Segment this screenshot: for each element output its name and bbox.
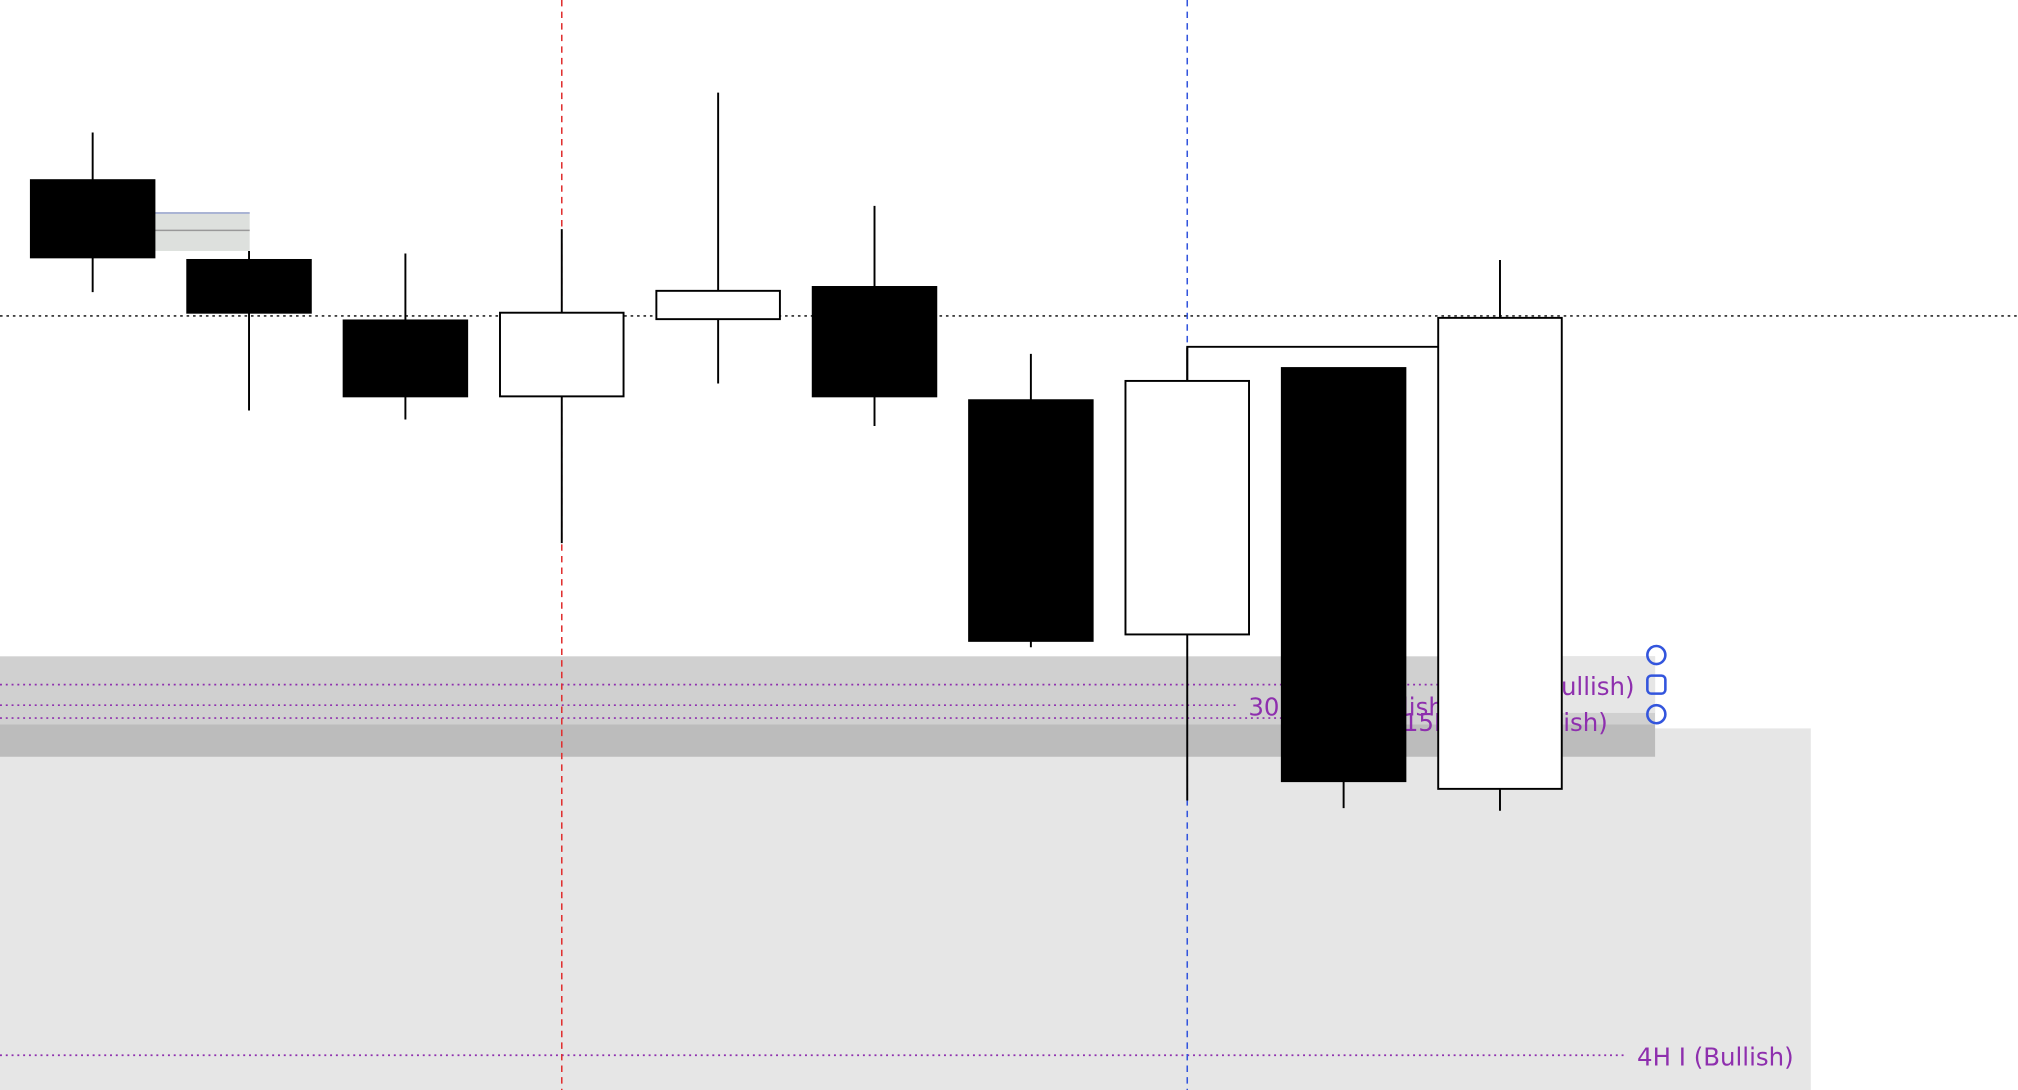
candle-body xyxy=(186,258,312,314)
candle-body xyxy=(499,311,625,398)
handle-circle-icon[interactable] xyxy=(1646,644,1667,666)
candle-2[interactable] xyxy=(186,250,312,411)
candle-body xyxy=(1280,367,1407,783)
candle-5[interactable] xyxy=(655,92,781,384)
candle-body xyxy=(811,286,938,398)
small-zone xyxy=(154,212,250,251)
candle-6[interactable] xyxy=(811,205,938,426)
drawing-handles[interactable] xyxy=(1646,644,1667,725)
handle-circle-icon[interactable] xyxy=(1646,703,1667,725)
candle-3[interactable] xyxy=(342,253,469,420)
candle-body xyxy=(1124,379,1250,636)
level-label: 4H I (Bullish) xyxy=(1637,1043,1794,1072)
candle-4[interactable] xyxy=(499,229,625,544)
candle-7[interactable] xyxy=(968,353,1094,648)
candle-body xyxy=(29,179,156,259)
candle-body xyxy=(655,289,781,321)
candle-9[interactable] xyxy=(1280,367,1407,809)
candle-10[interactable] xyxy=(1437,259,1563,811)
candle-body xyxy=(1437,316,1563,790)
candle-1[interactable] xyxy=(29,132,156,293)
handle-square-icon[interactable] xyxy=(1646,674,1667,695)
candle-8[interactable] xyxy=(1124,347,1250,801)
candle-body xyxy=(342,319,469,398)
candle-body xyxy=(968,399,1094,642)
